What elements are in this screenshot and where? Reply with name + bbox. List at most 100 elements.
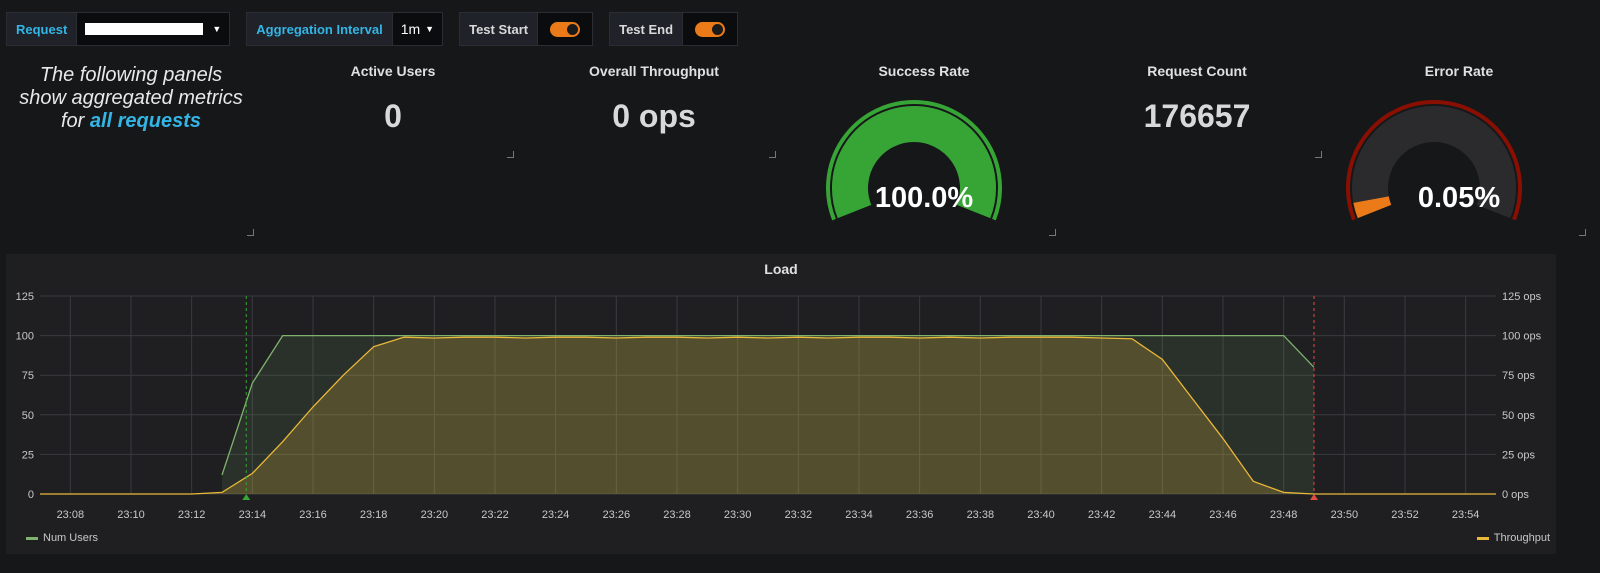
x-tick-label: 23:14	[239, 509, 267, 521]
y-tick-label-left: 100	[16, 331, 34, 343]
success-rate-gauge	[826, 100, 1002, 221]
test-end-toggle[interactable]	[683, 12, 739, 46]
x-tick-label: 23:22	[481, 509, 509, 521]
resize-handle[interactable]	[507, 151, 514, 158]
aggregation-variable: Aggregation Interval 1m ▼	[246, 12, 444, 46]
stat-value: 0	[384, 98, 402, 134]
request-variable: Request ▼	[6, 12, 231, 46]
x-tick-label: 23:38	[967, 509, 995, 521]
legend-item-throughput[interactable]: Throughput	[1476, 532, 1550, 544]
x-tick-label: 23:20	[421, 509, 449, 521]
panel-title: Request Count	[1147, 63, 1247, 79]
error-rate-panel: Error Rate 0.05%	[1330, 58, 1588, 238]
gauge-threshold-arc	[826, 100, 1002, 221]
legend-label: Throughput	[1493, 532, 1550, 544]
panel-title: Success Rate	[878, 63, 970, 79]
gauge-value: 0.05%	[1417, 182, 1501, 214]
info-line-1: The following panels	[39, 64, 223, 86]
x-tick-label: 23:32	[785, 509, 813, 521]
resize-handle[interactable]	[769, 151, 776, 158]
annotation-marker	[1310, 494, 1318, 500]
x-tick-label: 23:16	[299, 509, 327, 521]
x-tick-label: 23:52	[1391, 509, 1419, 521]
test-start-variable: Test Start	[459, 12, 594, 46]
gauge-track	[1352, 106, 1516, 219]
x-tick-label: 23:34	[845, 509, 873, 521]
info-text-panel: The following panels show aggregated met…	[6, 58, 256, 238]
y-tick-label-right: 0 ops	[1502, 489, 1529, 501]
request-label: Request	[6, 12, 78, 46]
overall-throughput-panel: Overall Throughput 0 ops	[530, 58, 778, 160]
y-tick-label-right: 25 ops	[1502, 449, 1536, 461]
aggregation-value: 1m	[400, 21, 421, 37]
error-rate-gauge	[1346, 100, 1522, 221]
resize-handle[interactable]	[1049, 229, 1056, 236]
legend-swatch	[26, 536, 38, 540]
series-area-0	[222, 335, 1314, 494]
chevron-down-icon: ▼	[212, 24, 222, 34]
annotation-marker	[242, 494, 251, 500]
y-tick-label-left: 0	[28, 489, 34, 501]
x-tick-label: 23:46	[1209, 509, 1237, 521]
panel-title: Active Users	[350, 63, 436, 79]
resize-handle[interactable]	[1579, 229, 1586, 236]
panel-title: Error Rate	[1424, 63, 1494, 79]
variable-bar: Request ▼ Aggregation Interval 1m ▼ Test…	[6, 12, 739, 46]
gauge-fill	[1353, 195, 1392, 219]
aggregation-select[interactable]: 1m ▼	[392, 12, 444, 46]
request-count-panel: Request Count 176657	[1070, 58, 1324, 160]
chevron-down-icon: ▼	[425, 24, 435, 34]
x-tick-label: 23:48	[1270, 509, 1298, 521]
test-start-toggle[interactable]	[538, 12, 594, 46]
x-tick-label: 23:12	[178, 509, 206, 521]
load-graph-panel: Load 0 0 ops 25 25 ops 50 50 ops 75 75 ops 100 10…	[6, 254, 1556, 554]
info-line-3-highlight: all requests	[89, 110, 202, 132]
y-tick-label-right: 50 ops	[1502, 410, 1536, 422]
stat-value: 176657	[1143, 98, 1251, 134]
y-tick-label-left: 50	[22, 410, 34, 422]
redacted-value	[85, 23, 204, 35]
y-tick-label-right: 100 ops	[1502, 331, 1542, 343]
panel-title: Overall Throughput	[589, 63, 719, 79]
x-tick-label: 23:28	[663, 509, 691, 521]
active-users-panel: Active Users 0	[270, 58, 516, 160]
x-tick-label: 23:50	[1331, 509, 1359, 521]
series-line-0	[221, 334, 1315, 476]
load-chart: 0 0 ops 25 25 ops 50 50 ops 75 75 ops 100 100 ops…	[16, 291, 1542, 521]
gauge-fill	[832, 106, 996, 219]
test-end-label: Test End	[609, 12, 684, 46]
x-tick-label: 23:40	[1027, 509, 1055, 521]
x-tick-label: 23:42	[1088, 509, 1116, 521]
legend-label: Num Users	[43, 532, 99, 544]
x-tick-label: 23:18	[360, 509, 388, 521]
panel-title: Load	[764, 261, 798, 277]
resize-handle[interactable]	[1315, 151, 1322, 158]
success-rate-panel: Success Rate 100.0%	[790, 58, 1058, 238]
test-start-label: Test Start	[459, 12, 539, 46]
y-tick-label-right: 125 ops	[1502, 291, 1542, 303]
legend-swatch	[1476, 536, 1489, 540]
info-line-2: show aggregated metrics	[19, 87, 243, 109]
x-tick-label: 23:08	[57, 509, 85, 521]
y-tick-label-left: 75	[22, 370, 34, 382]
x-tick-label: 23:26	[603, 509, 631, 521]
x-tick-label: 23:44	[1149, 509, 1177, 521]
test-end-variable: Test End	[609, 12, 739, 46]
resize-handle[interactable]	[247, 229, 254, 236]
stat-value: 0 ops	[612, 98, 696, 134]
x-tick-label: 23:36	[906, 509, 934, 521]
series-line-1	[40, 336, 1496, 495]
request-select[interactable]: ▼	[77, 12, 231, 46]
series-area-1	[40, 337, 1496, 494]
legend-item-num-users[interactable]: Num Users	[26, 532, 98, 544]
x-tick-label: 23:54	[1452, 509, 1480, 521]
y-tick-label-left: 125	[16, 291, 34, 303]
x-tick-label: 23:24	[542, 509, 570, 521]
y-tick-label-left: 25	[22, 449, 34, 461]
aggregation-label: Aggregation Interval	[246, 12, 393, 46]
x-tick-label: 23:30	[724, 509, 752, 521]
gauge-threshold-arc	[1346, 100, 1522, 221]
y-tick-label-right: 75 ops	[1502, 370, 1536, 382]
gauge-value: 100.0%	[874, 182, 974, 214]
info-line-3-prefix: for	[60, 110, 90, 132]
